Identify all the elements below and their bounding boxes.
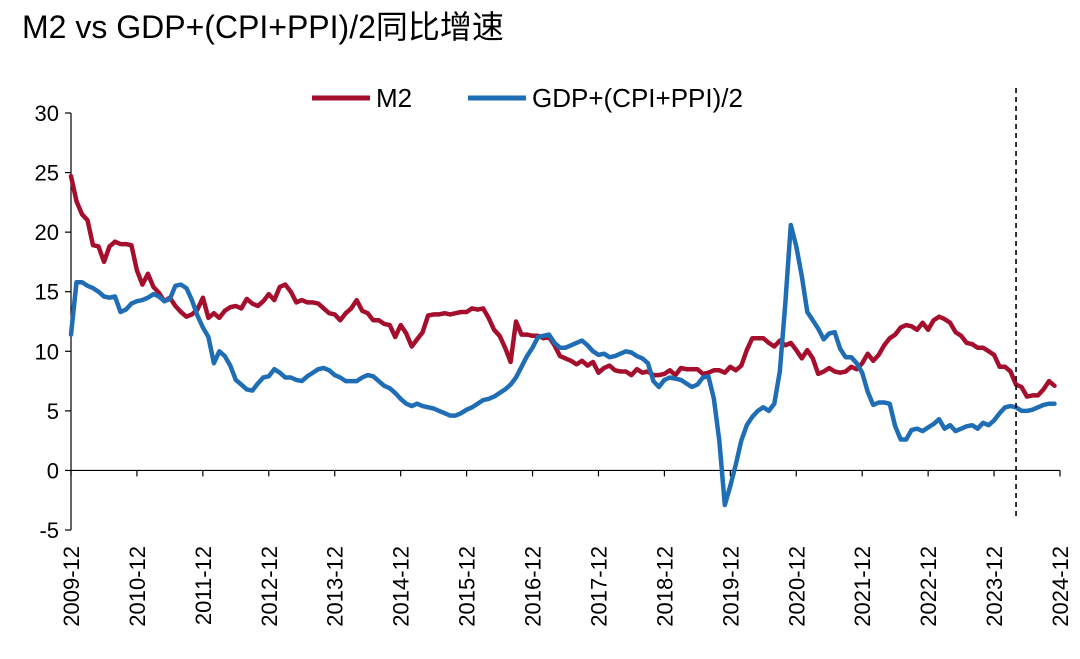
- y-tick-label: 15: [35, 280, 59, 305]
- series-line-gdp-cpi-ppi: [68, 222, 1057, 508]
- y-tick-label: 25: [35, 161, 59, 186]
- legend-label: M2: [376, 83, 412, 113]
- x-tick-label: 2009-12: [59, 546, 84, 627]
- x-tick-label: 2017-12: [586, 546, 611, 627]
- x-tick-label: 2013-12: [323, 546, 348, 627]
- x-tick-label: 2021-12: [850, 546, 875, 627]
- x-tick-label: 2023-12: [982, 546, 1007, 627]
- x-tick-label: 2019-12: [718, 546, 743, 627]
- x-tick-label: 2014-12: [389, 546, 414, 627]
- y-tick-label: -5: [39, 518, 59, 543]
- y-tick-label: 5: [47, 399, 59, 424]
- axes: [70, 113, 1060, 530]
- y-tick-label: 0: [47, 458, 59, 483]
- x-tick-label: 2024-12: [1048, 546, 1073, 627]
- legend-label: GDP+(CPI+PPI)/2: [532, 83, 743, 113]
- x-tick-label: 2010-12: [125, 546, 150, 627]
- y-axis-ticks: 30 25 20 15 10 5 0 -5: [35, 101, 71, 543]
- chart-title: M2 vs GDP+(CPI+PPI)/2同比增速: [22, 9, 504, 45]
- x-tick-label: 2016-12: [521, 546, 546, 627]
- y-tick-label: 30: [35, 101, 59, 126]
- x-tick-label: 2018-12: [652, 546, 677, 627]
- x-tick-label: 2022-12: [916, 546, 941, 627]
- series-line-m2: [68, 173, 1057, 399]
- x-axis-ticks: 2009-12 2010-12 2011-12 2012-12 2013-12 2014-…: [59, 470, 1073, 627]
- x-tick-label: 2011-12: [191, 546, 216, 625]
- x-tick-label: 2015-12: [455, 546, 480, 627]
- x-tick-label: 2020-12: [784, 546, 809, 627]
- x-tick-label: 2012-12: [257, 546, 282, 627]
- series-layer: [68, 173, 1057, 508]
- legend: M2 GDP+(CPI+PPI)/2: [312, 83, 743, 113]
- y-tick-label: 20: [35, 220, 59, 245]
- y-tick-label: 10: [35, 339, 59, 364]
